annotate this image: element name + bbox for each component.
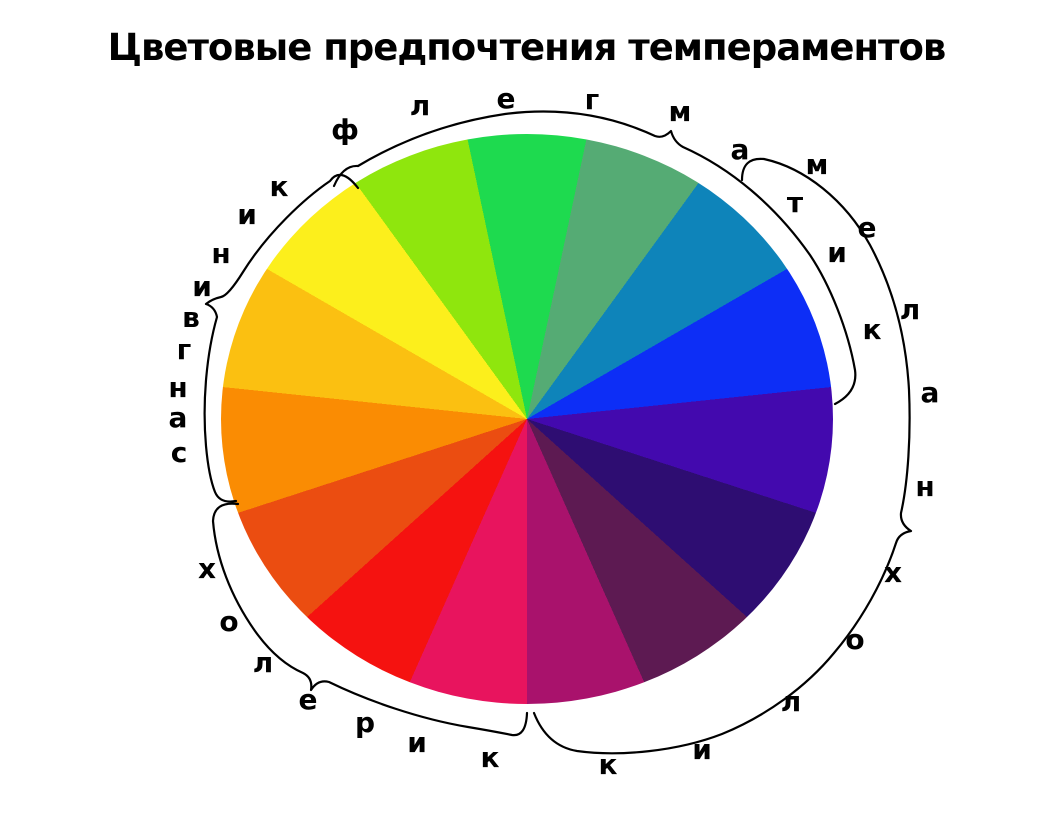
temperament-letter: т [786, 186, 804, 219]
temperament-letter: г [176, 333, 192, 366]
temperament-letter: х [883, 556, 903, 589]
temperament-letter: о [845, 623, 865, 656]
temperament-letter: м [805, 148, 829, 181]
temperament-letter: л [899, 293, 921, 326]
temperament-letter: г [584, 83, 600, 116]
temperament-letter: е [298, 683, 318, 716]
temperament-letter: а [920, 376, 940, 409]
temperament-letter: н [211, 237, 231, 270]
temperament-letter: м [668, 95, 692, 128]
temperament-letter: и [407, 726, 427, 759]
page-title: Цветовые предпочтения темпераментов [107, 26, 947, 69]
temperament-letter: е [857, 211, 877, 244]
temperament-letter: с [170, 436, 188, 469]
temperament-letter: к [269, 170, 289, 203]
temperament-letter: о [219, 605, 239, 638]
temperament-letter: ф [331, 113, 359, 146]
color-wheel [221, 134, 833, 704]
temperament-letter: а [168, 401, 188, 434]
temperament-letter: а [730, 133, 750, 166]
temperament-letter: и [192, 270, 212, 303]
temperament-letter: в [182, 301, 200, 334]
temperament-letter: е [496, 82, 516, 115]
temperament-letter: к [480, 741, 500, 774]
temperament-letter: и [692, 733, 712, 766]
temperament-letter: и [237, 198, 257, 231]
temperament-letter: л [780, 685, 802, 718]
temperament-letter: р [354, 706, 376, 739]
temperament-letter: л [252, 646, 274, 679]
temperament-letter: н [168, 371, 188, 404]
temperament-letter: к [862, 313, 882, 346]
temperament-letter: к [598, 748, 618, 781]
temperament-letter: л [409, 89, 431, 122]
temperament-letter: х [197, 552, 217, 585]
temperament-letter: н [915, 470, 935, 503]
temperament-letter: и [827, 236, 847, 269]
